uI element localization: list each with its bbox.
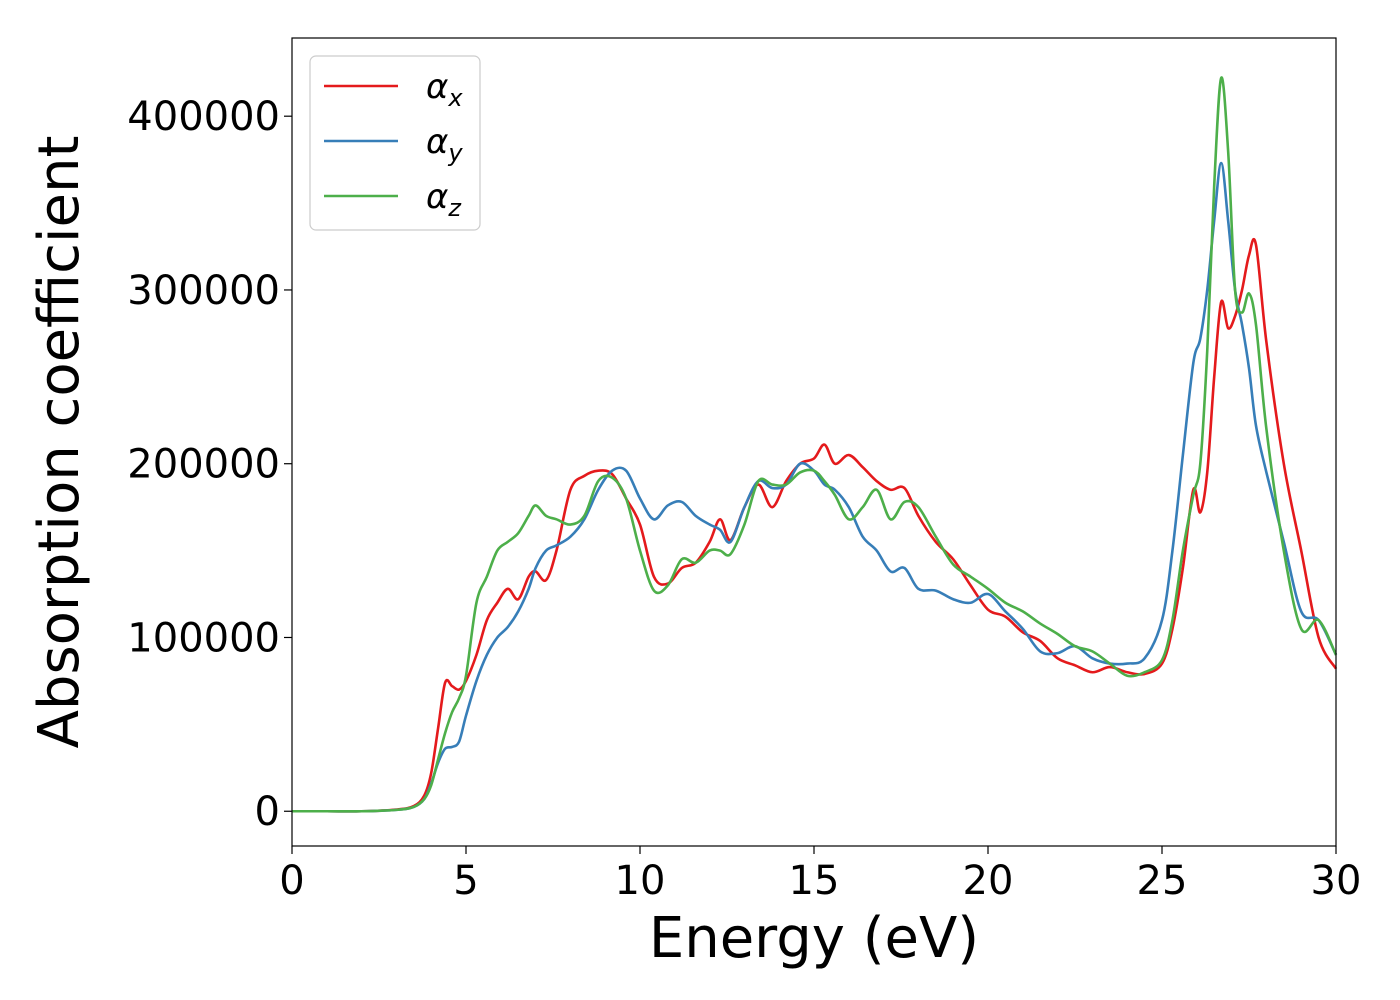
x-tick-label: 25 <box>1137 858 1188 904</box>
x-tick-label: 30 <box>1311 858 1362 904</box>
x-axis: 0 5 10 15 20 25 30 <box>279 846 1361 904</box>
x-tick-label: 15 <box>789 858 840 904</box>
legend-label-alpha-z: αz <box>426 177 462 222</box>
x-tick-label: 0 <box>279 858 304 904</box>
series-line-alpha-y <box>292 161 1338 813</box>
x-axis-label: Energy (eV) <box>649 906 979 971</box>
legend-label-alpha-y: αy <box>426 122 463 167</box>
y-tick-label: 300000 <box>127 268 280 314</box>
y-tick-label: 400000 <box>127 94 280 140</box>
series-line-alpha-z <box>292 76 1338 813</box>
y-axis-label: Absorption coefficient <box>27 136 92 749</box>
legend: αx αy αz <box>309 55 481 231</box>
series-lines <box>292 76 1338 813</box>
x-tick-label: 10 <box>615 858 666 904</box>
y-tick-label: 0 <box>255 789 280 835</box>
legend-label-alpha-x: αx <box>426 67 463 112</box>
y-tick-label: 100000 <box>127 615 280 661</box>
legend-box <box>309 55 481 231</box>
series-line-alpha-x <box>292 237 1338 813</box>
y-tick-label: 200000 <box>127 442 280 488</box>
x-tick-label: 20 <box>963 858 1014 904</box>
x-tick-label: 5 <box>453 858 478 904</box>
y-axis: 0 100000 200000 300000 400000 <box>127 94 292 835</box>
